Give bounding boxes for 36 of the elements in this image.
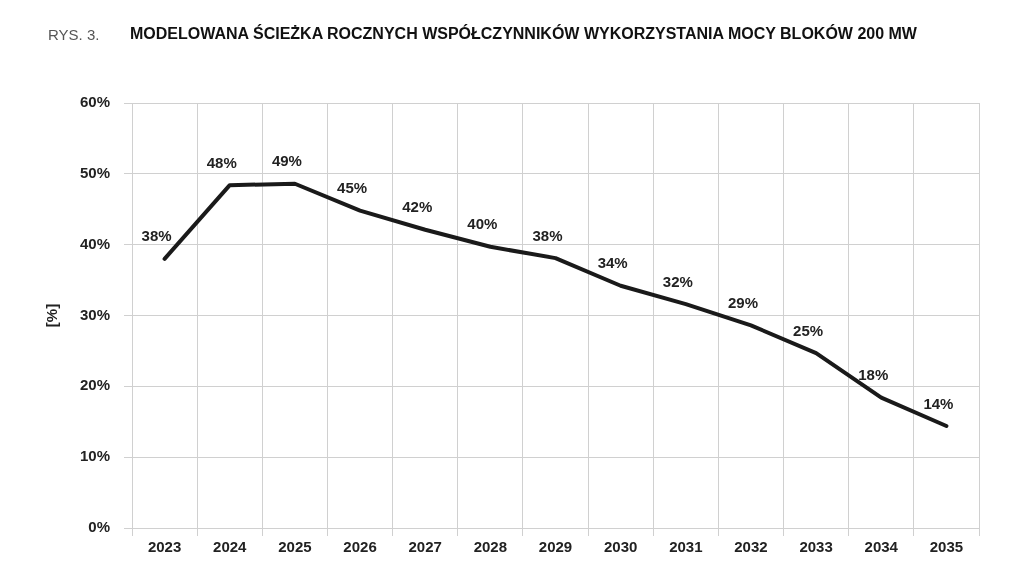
y-axis-title: [%] (43, 303, 61, 328)
x-tick-label: 2025 (278, 538, 312, 556)
data-label: 48% (206, 153, 237, 171)
data-label: 49% (271, 152, 302, 170)
x-tick-label: 2030 (603, 538, 638, 556)
data-label: 42% (402, 198, 433, 216)
data-label: 18% (858, 366, 889, 384)
x-tick-label: 2027 (408, 538, 442, 556)
x-tick-label: 2031 (669, 538, 703, 556)
data-label: 45% (337, 179, 368, 197)
x-tick-label: 2032 (734, 538, 768, 556)
x-tick-label: 2023 (147, 538, 182, 556)
y-tick-label: 30% (79, 305, 111, 323)
y-tick-label: 60% (79, 93, 111, 111)
y-tick-label: 20% (79, 376, 111, 394)
x-tick-label: 2034 (864, 538, 899, 556)
data-label: 25% (793, 321, 824, 339)
data-label: 32% (662, 272, 693, 290)
y-tick-label: 50% (79, 163, 111, 181)
y-tick-label: 40% (79, 234, 111, 252)
data-label: 29% (727, 294, 758, 312)
data-label: 34% (597, 254, 628, 272)
x-tick-label: 2028 (473, 538, 508, 556)
x-tick-label: 2033 (799, 538, 833, 556)
data-label: 38% (141, 227, 172, 245)
data-label: 40% (467, 215, 498, 233)
x-tick-label: 2024 (213, 538, 248, 556)
data-label: 38% (532, 226, 563, 244)
y-tick-label: 10% (79, 447, 111, 465)
x-tick-label: 2026 (343, 538, 377, 556)
x-tick-label: 2035 (929, 538, 964, 556)
text: RYS. 3. (48, 25, 101, 43)
chart-title: MODELOWANA ŚCIEŻKA ROCZNYCH WSPÓŁCZYNNIKÓW WYKORZYSTANIA MOCY BLOKÓW 200 MW (130, 24, 917, 43)
data-label: 14% (923, 394, 954, 412)
x-tick-label: 2029 (538, 538, 573, 556)
y-tick-label: 0% (88, 518, 111, 536)
